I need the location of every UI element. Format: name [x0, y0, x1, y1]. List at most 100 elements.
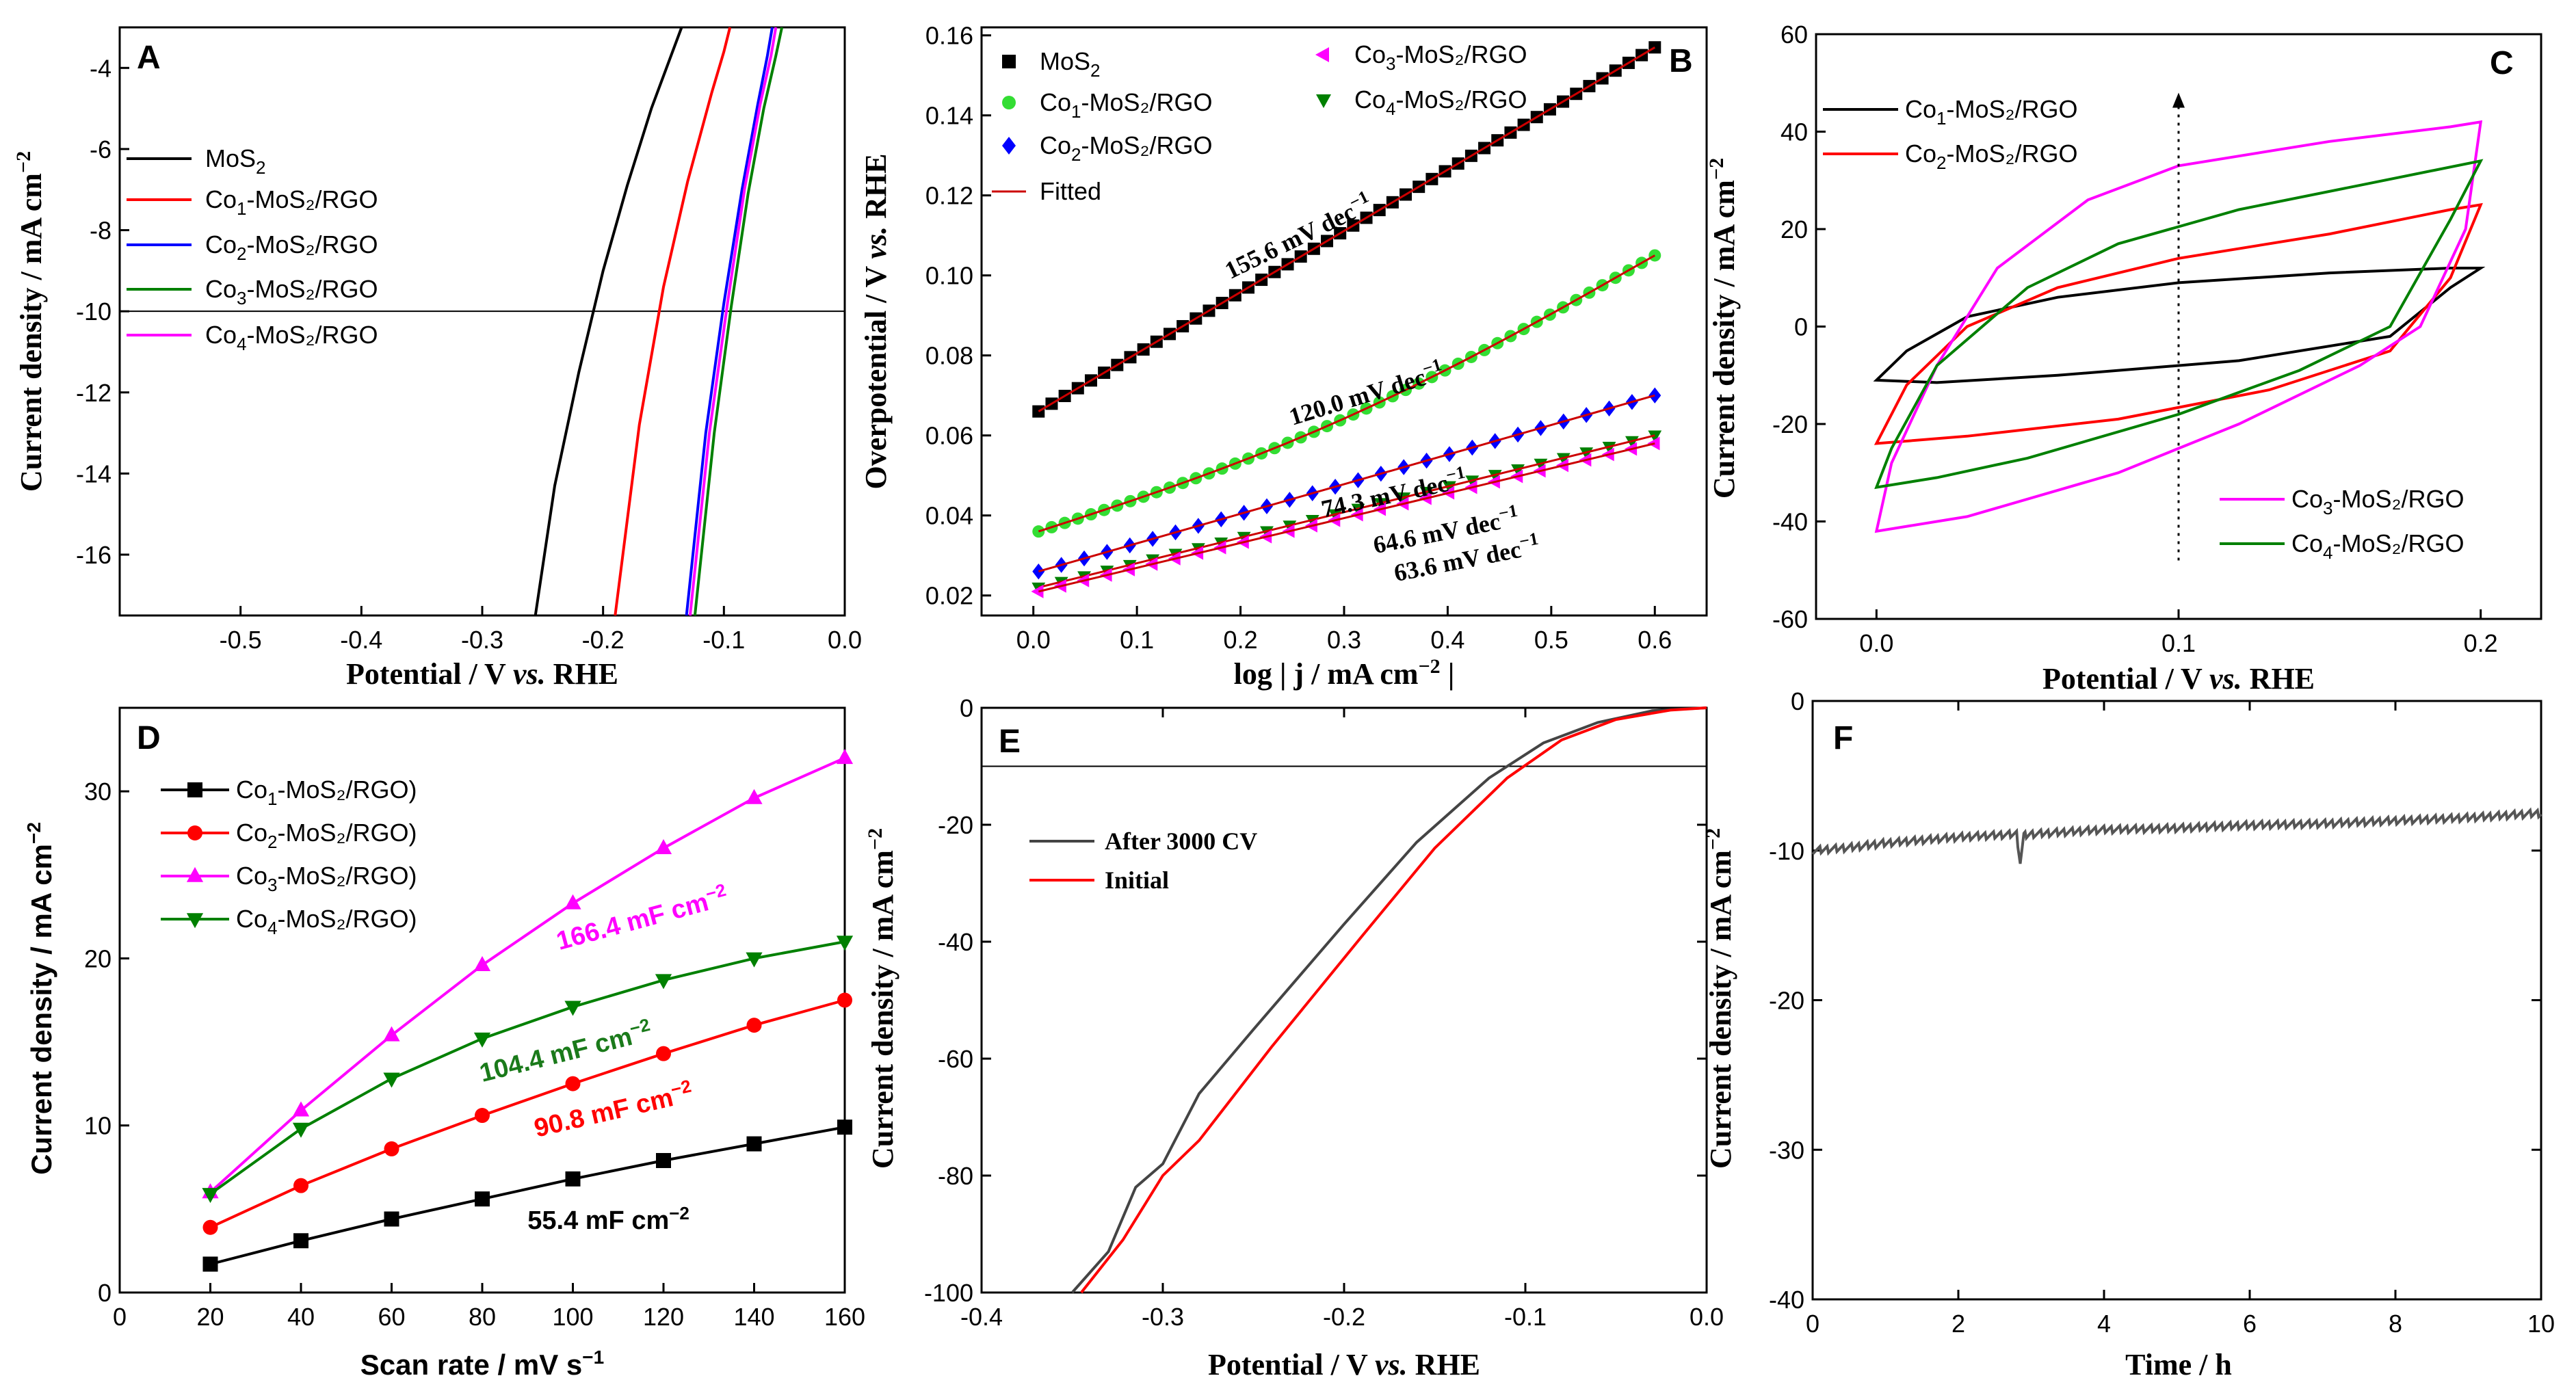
legend-a-suf-5: -MoS₂/RGO	[247, 321, 378, 349]
f-ytick-label-4: -40	[1769, 1286, 1804, 1314]
panel-d-legend-name-1: Co	[236, 819, 267, 847]
panel-d-cdl-3-main: 55.4 mF cm	[527, 1206, 669, 1235]
panel-d-s0-pt-4	[565, 1171, 581, 1187]
panel-d-cdl-0: 166.4 mF cm−2	[553, 879, 731, 956]
panel-b-slope-3-sup: −1	[1497, 501, 1519, 524]
panel-b-legend-sub-4: 3	[1386, 53, 1395, 74]
panel-d-s3-pt-6	[746, 952, 763, 968]
panel-b-label: B	[1669, 43, 1693, 79]
panel-b-legend-name-3: Fitted	[1040, 177, 1101, 205]
panel-f-label: F	[1833, 720, 1853, 756]
panel-b-legend-text-1: Co1-MoS₂/RGO	[1040, 88, 1213, 122]
legend-a-sub-2: 1	[237, 198, 246, 219]
panel-a-ylabel-main: Current density / mA cm	[14, 173, 48, 492]
b-xtick-label-3: 0.3	[1327, 626, 1361, 654]
panel-d: D 0 20 40 60 80 100 120 140 160 0 10 20 30 166.4 mF …	[23, 706, 865, 1381]
panel-d-s2-pt-2	[383, 1026, 400, 1042]
d-xtick-label-5: 100	[552, 1303, 593, 1331]
c-ytick-label-4: -20	[1772, 410, 1808, 438]
panel-c-legend-bottom: Co3-MoS₂/RGO Co4-MoS₂/RGO	[2220, 485, 2465, 563]
panel-d-legend-sub-3: 4	[267, 918, 277, 938]
panel-f: F 0 2 4 6 8 10 0 -10 -20 -30 -40 Time / h Current …	[1702, 687, 2555, 1381]
d-xtick-label-1: 20	[196, 1303, 224, 1331]
panel-d-legend-text-1: Co2-MoS₂/RGO)	[236, 819, 417, 852]
panel-d-cdl-3-sup: −2	[669, 1203, 689, 1223]
d-ytick-label-0: 0	[98, 1279, 111, 1307]
panel-d-ylabel: Current density / mA cm−2	[23, 822, 57, 1175]
b-xtick-label-4: 0.4	[1430, 626, 1464, 654]
panel-b-ticks: 0.0 0.1 0.2 0.3 0.4 0.5 0.6 0.02 0.04 0.06 0.08 0.1…	[925, 22, 1672, 654]
d-xtick-label-2: 40	[287, 1303, 315, 1331]
panel-d-legend: Co1-MoS₂/RGO)Co2-MoS₂/RGO)Co3-MoS₂/RGO)C…	[161, 776, 417, 938]
e-xtick-label-0: -0.4	[960, 1303, 1003, 1331]
panel-e-frame	[980, 706, 1708, 1294]
e-ytick-label-0: 0	[960, 694, 973, 722]
panel-d-s3-pt-1	[292, 1122, 310, 1138]
legend-c-text-4: Co4-MoS₂/RGO	[2291, 529, 2465, 563]
d-xtick-label-3: 60	[378, 1303, 405, 1331]
legend-c-text-2: Co2-MoS₂/RGO	[1905, 140, 2078, 173]
panel-c-cv-2	[1874, 202, 2483, 445]
legend-c-text-3: Co3-MoS₂/RGO	[2291, 485, 2465, 518]
f-xtick-label-1: 2	[1951, 1310, 1965, 1338]
panel-c-label: C	[2490, 45, 2514, 81]
panel-b-legend-text-2: Co2-MoS₂/RGO	[1040, 131, 1213, 165]
legend-e-text-1: After 3000 CV	[1105, 827, 1257, 855]
panel-d-xlabel-main: Scan rate / mV s	[360, 1349, 583, 1381]
legend-a-name-3: Co	[205, 230, 237, 259]
panel-d-s3-pt-3	[473, 1032, 491, 1048]
panel-c-arrow-head	[2172, 92, 2185, 108]
d-ytick-label-1: 10	[84, 1112, 111, 1140]
legend-c-name-1: Co	[1905, 95, 1936, 123]
b-xtick-label-0: 0.0	[1016, 626, 1051, 654]
legend-c-sub-3: 3	[2323, 498, 2332, 518]
a-ytick-label-0: -4	[90, 54, 111, 82]
legend-a-suf-3: -MoS₂/RGO	[247, 230, 378, 259]
c-xtick-label-1: 0.1	[2161, 629, 2196, 657]
panel-d-cdl-0-sup: −2	[703, 879, 728, 905]
panel-f-trace	[1811, 807, 2542, 864]
legend-a-sub-3: 2	[237, 243, 246, 264]
a-ytick-label-6: -16	[76, 541, 111, 569]
legend-c-sub-4: 4	[2323, 542, 2332, 563]
panel-d-line-1	[209, 998, 845, 1229]
panel-d-lines	[202, 749, 854, 1272]
panel-d-s3-pt-7	[836, 936, 854, 951]
panel-d-s3-pt-5	[655, 974, 672, 990]
panel-a-series-5	[688, 27, 778, 616]
legend-c-name-3: Co	[2291, 485, 2323, 513]
b-ytick-label-0: 0.02	[925, 582, 973, 610]
panel-b-legend-sub-2: 2	[1071, 144, 1081, 165]
e-ytick-label-5: -100	[924, 1279, 973, 1307]
panel-d-cdl-3: 55.4 mF cm−2	[527, 1203, 689, 1235]
panel-f-ylabel-sup: −2	[1702, 828, 1724, 850]
panel-c-lines	[1873, 92, 2486, 561]
e-ytick-label-3: -60	[938, 1045, 973, 1073]
panel-f-lines	[1811, 807, 2542, 864]
panel-c-cv-3	[1874, 120, 2483, 533]
a-ytick-label-3: -10	[76, 297, 111, 326]
panel-d-ylabel-main: Current density / mA cm	[25, 844, 57, 1175]
panel-d-s2-pt-6	[746, 789, 763, 804]
e-ytick-label-2: -40	[938, 928, 973, 956]
c-xtick-label-0: 0.0	[1859, 629, 1893, 657]
panel-d-s1-pt-6	[746, 1018, 762, 1033]
f-xtick-label-0: 0	[1806, 1310, 1819, 1338]
panel-b-legend-suf-1: -MoS₂/RGO	[1081, 88, 1213, 116]
panel-b-legend-mark-5	[1316, 94, 1331, 108]
panel-d-s1-pt-1	[293, 1178, 308, 1193]
legend-a-suf-2: -MoS₂/RGO	[247, 185, 378, 213]
panel-e-series-1	[1080, 706, 1707, 1294]
d-xtick-label-6: 120	[643, 1303, 684, 1331]
legend-c-suf-4: -MoS₂/RGO	[2333, 529, 2465, 557]
panel-d-s3-pt-0	[202, 1188, 219, 1204]
panel-d-s2-pt-5	[655, 839, 672, 854]
legend-e-text-2: Initial	[1105, 866, 1169, 894]
panel-c-xlabel: Potential / V vs. RHE	[2042, 662, 2315, 696]
panel-b-fit-4	[1038, 442, 1655, 593]
panel-b-fit-2	[1038, 394, 1655, 573]
c-ytick-label-5: -40	[1772, 508, 1808, 536]
a-xtick-label-5: 0.0	[828, 626, 862, 654]
panel-d-legend-text-3: Co4-MoS₂/RGO)	[236, 905, 417, 938]
